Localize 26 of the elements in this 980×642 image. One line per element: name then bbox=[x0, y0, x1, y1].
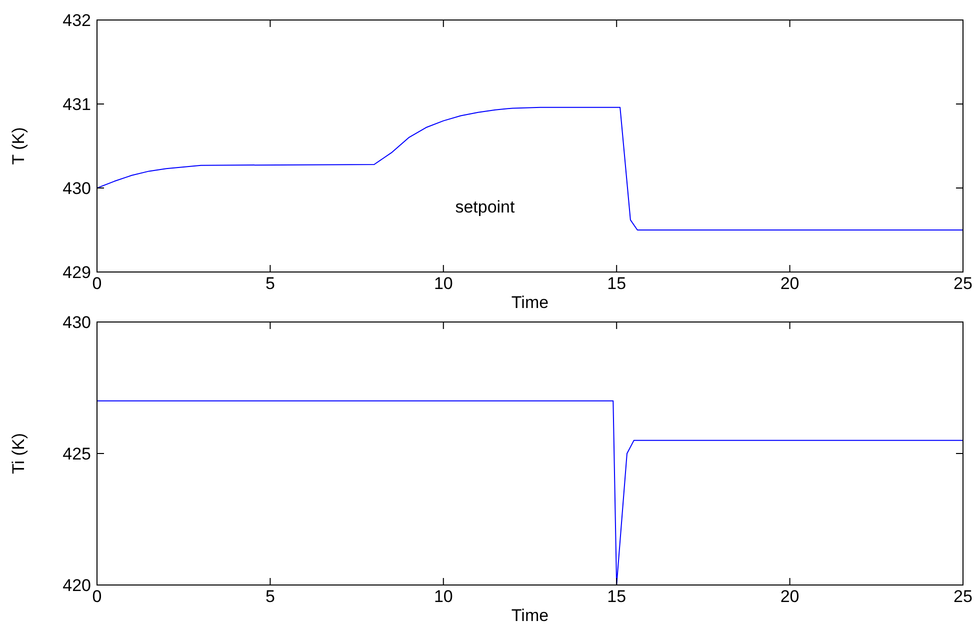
x-tick-label: 0 bbox=[92, 587, 102, 606]
x-axis-title: Time bbox=[511, 293, 549, 312]
y-tick-label: 430 bbox=[62, 312, 91, 332]
x-axis-title: Time bbox=[511, 606, 549, 625]
x-tick-label: 15 bbox=[607, 274, 626, 293]
x-tick-label: 5 bbox=[265, 587, 275, 606]
y-tick-label: 420 bbox=[62, 576, 91, 595]
x-tick-label: 10 bbox=[434, 274, 453, 293]
y-tick-label: 429 bbox=[62, 262, 91, 282]
line-series bbox=[97, 400, 963, 586]
x-tick-label: 20 bbox=[780, 587, 800, 606]
y-tick-label: 431 bbox=[62, 94, 91, 114]
x-tick-label: 15 bbox=[607, 587, 626, 606]
x-tick-label: 10 bbox=[434, 587, 453, 606]
line-series bbox=[97, 106, 963, 230]
annotation: setpoint bbox=[455, 197, 516, 216]
y-tick-label: 432 bbox=[62, 10, 91, 30]
x-tick-label: 25 bbox=[954, 587, 972, 606]
y-axis-title: Ti (K) bbox=[9, 433, 28, 474]
y-tick-label: 430 bbox=[62, 178, 91, 198]
x-tick-label: 20 bbox=[780, 274, 800, 293]
x-tick-label: 0 bbox=[92, 274, 102, 293]
y-axis-title: T (K) bbox=[9, 127, 28, 165]
x-tick-label: 5 bbox=[265, 274, 275, 293]
y-tick-label: 425 bbox=[62, 444, 91, 464]
x-tick-label: 25 bbox=[954, 274, 972, 293]
